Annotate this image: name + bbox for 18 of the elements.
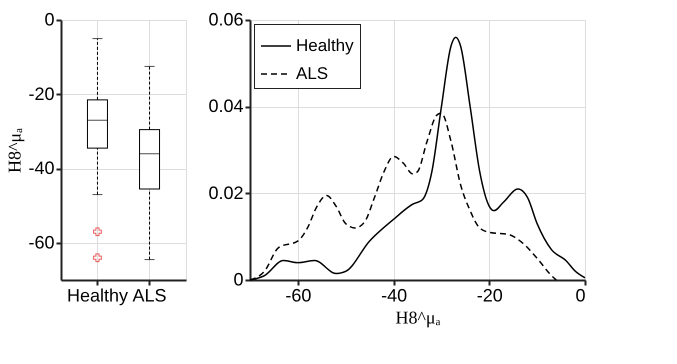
y-tick-label: -20	[28, 84, 54, 104]
y-tick-label: 0.02	[208, 182, 244, 203]
x-tick-label: ALS	[132, 286, 167, 306]
y-tick-label: 0.06	[208, 10, 244, 30]
y-tick-label: -40	[28, 158, 54, 178]
y-tick-label: -60	[28, 232, 54, 252]
y-tick-label: 0.04	[208, 96, 244, 116]
x-tick-label: 0	[575, 286, 586, 306]
x-tick-label: -20	[476, 286, 503, 306]
legend-label: Healthy	[296, 36, 354, 55]
y-tick-label: 0	[233, 270, 244, 290]
y-axis-title: H8^μₐ	[4, 128, 24, 174]
x-tick-label: -60	[285, 286, 312, 306]
x-tick-label: Healthy	[66, 286, 128, 306]
y-tick-label: 0	[44, 10, 54, 30]
x-axis-title: H8^μₐ	[395, 308, 441, 328]
x-tick-label: -40	[381, 286, 408, 306]
legend-label: ALS	[296, 64, 328, 83]
